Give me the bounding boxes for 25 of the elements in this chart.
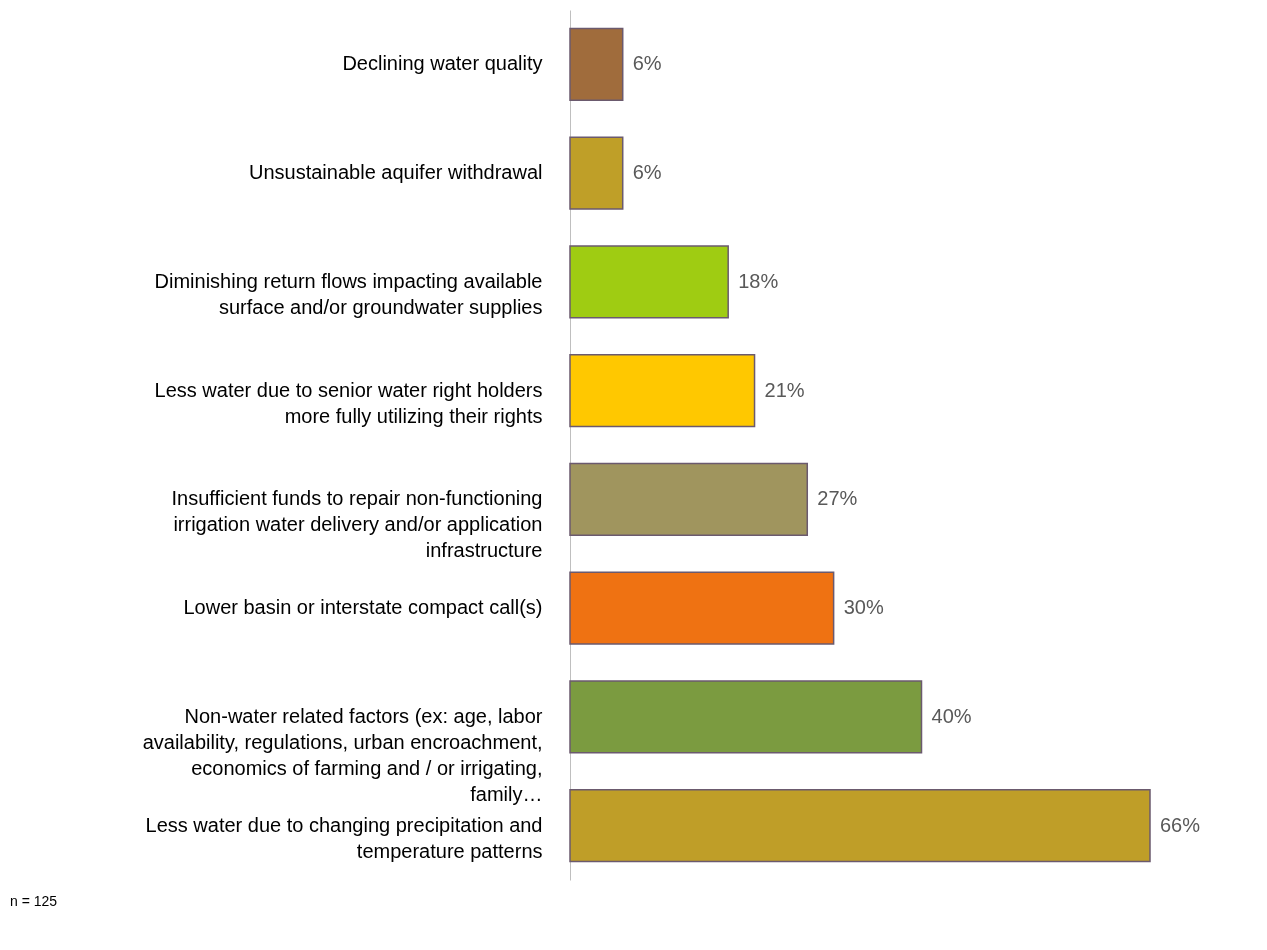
data-label: 18% — [738, 269, 779, 292]
data-label: 6% — [632, 52, 662, 75]
bar — [569, 571, 835, 645]
y-tick-label: Declining water quality — [342, 52, 543, 75]
data-label: 66% — [1160, 813, 1201, 836]
data-label: 6% — [632, 161, 662, 184]
text: n = 125 — [10, 893, 58, 909]
bar — [569, 353, 756, 428]
bar — [569, 245, 729, 319]
y-tick-label: Insufficient funds to repair non-functioning irrigation water delivery and/or application infrastructure — [171, 487, 543, 562]
y-tick-label: Less water due to senior water right holders more fully utilizing their rights — [154, 378, 543, 427]
y-tick-label: Lower basin or interstate compact call(s) — [183, 596, 543, 619]
bar — [569, 27, 624, 102]
data-label: 40% — [931, 704, 972, 727]
data-label: 30% — [843, 596, 884, 619]
y-tick-label: Unsustainable aquifer withdrawal — [249, 161, 543, 184]
bar — [569, 788, 1151, 863]
bar — [569, 680, 923, 754]
y-tick-label: Diminishing return flows impacting available surface and/or groundwater supplies — [154, 269, 543, 318]
y-tick-label: Non-water related factors (ex: age, labor availability, regulations, urban encroachment, economics of farming and / or irrigating, family… — [142, 704, 543, 805]
data-label: 27% — [817, 487, 858, 510]
bar — [569, 462, 809, 537]
data-label: 21% — [764, 378, 805, 401]
y-tick-label: Less water due to changing precipitation and temperature patterns — [145, 813, 543, 862]
bar — [569, 136, 624, 210]
